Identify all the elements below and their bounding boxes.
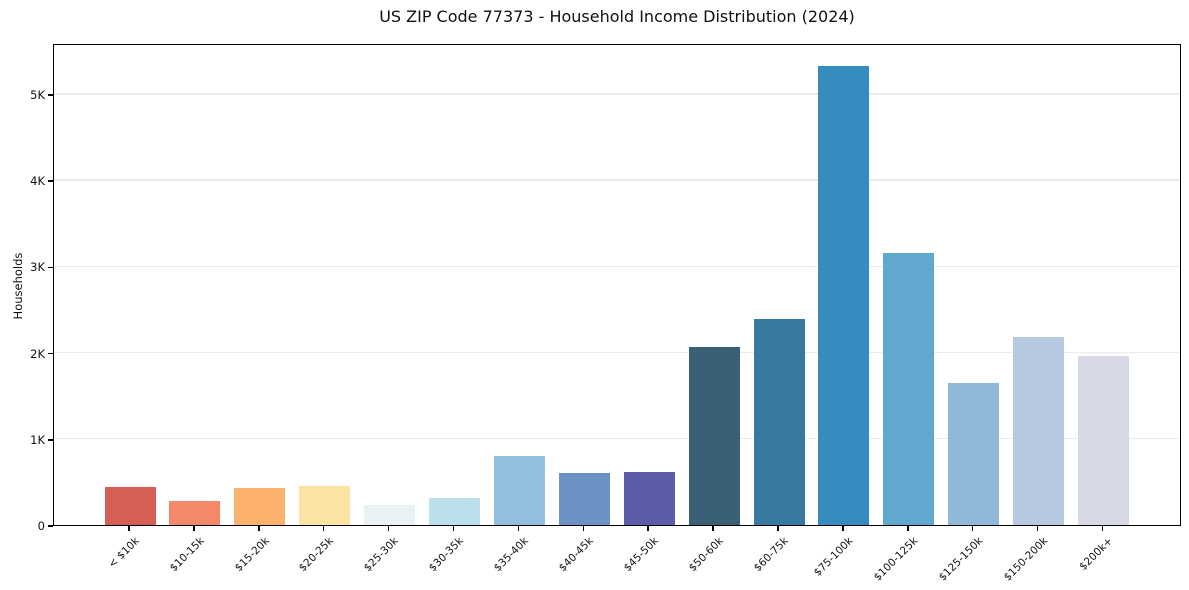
y-tick-mark xyxy=(48,438,53,441)
x-tick-mark xyxy=(582,526,585,531)
y-tick-label: 0 xyxy=(37,519,45,533)
x-tick-mark xyxy=(907,526,909,531)
y-tick-mark xyxy=(48,94,53,96)
bar-$200k+ xyxy=(1078,356,1129,525)
x-tick-mark xyxy=(258,526,260,531)
bar-$75-100k xyxy=(818,66,870,525)
x-tick-label: $45-50k xyxy=(621,535,661,575)
bar-$10-15k xyxy=(169,501,221,525)
x-tick-mark xyxy=(452,526,455,531)
bar-$25-30k xyxy=(364,505,416,525)
bar-$15-20k xyxy=(234,487,286,525)
bar-$40-45k xyxy=(558,473,610,525)
x-tick-mark xyxy=(387,526,390,531)
x-tick-mark xyxy=(193,526,195,531)
x-tick-label: $35-40k xyxy=(491,535,531,575)
x-tick-label: $200k+ xyxy=(1077,535,1115,573)
gridline xyxy=(54,351,1180,354)
bar-$30-35k xyxy=(429,498,480,525)
x-tick-mark xyxy=(128,526,130,531)
bar-$150-200k xyxy=(1013,337,1065,525)
x-tick-label: $75-100k xyxy=(811,535,856,579)
x-tick-label: $25-30k xyxy=(361,535,402,575)
x-tick-mark xyxy=(971,526,974,531)
gridline xyxy=(54,179,1180,181)
bar-$45-50k xyxy=(623,472,675,525)
gridline xyxy=(54,265,1180,268)
bar-$35-40k xyxy=(493,455,545,525)
x-tick-label: $150-200k xyxy=(1001,535,1051,584)
y-tick-label: 3K xyxy=(30,260,45,275)
bar-$125-150k xyxy=(948,382,1000,525)
bar-$50-60k xyxy=(688,347,740,525)
y-tick-mark xyxy=(48,525,53,527)
bar-< $10k xyxy=(104,487,156,525)
x-tick-label: $125-150k xyxy=(936,535,986,584)
x-tick-label: $20-25k xyxy=(297,535,337,575)
y-tick-label: 5K xyxy=(30,87,45,102)
plot-area xyxy=(53,44,1181,526)
x-tick-mark xyxy=(842,526,844,531)
bar-$20-25k xyxy=(299,486,351,525)
bar-$60-75k xyxy=(753,318,805,525)
x-tick-mark xyxy=(777,526,779,531)
x-tick-label: $60-75k xyxy=(751,535,791,575)
x-tick-mark xyxy=(647,526,649,531)
x-tick-mark xyxy=(1101,526,1104,531)
x-tick-mark xyxy=(517,526,520,531)
gridline xyxy=(54,93,1180,95)
x-tick-mark xyxy=(712,526,714,531)
y-tick-label: 4K xyxy=(30,174,45,189)
x-tick-label: $15-20k xyxy=(232,535,272,575)
bar-$100-125k xyxy=(883,253,935,525)
chart-title: US ZIP Code 77373 - Household Income Dis… xyxy=(379,7,855,26)
x-tick-label: $10-15k xyxy=(167,535,207,575)
y-tick-label: 2K xyxy=(30,346,45,361)
gridline xyxy=(54,438,1180,440)
x-tick-mark xyxy=(1036,526,1039,531)
x-tick-label: $30-35k xyxy=(426,535,466,575)
x-tick-label: $40-45k xyxy=(556,535,596,575)
y-tick-label: 1K xyxy=(30,432,45,447)
x-tick-label: $100-125k xyxy=(871,535,921,584)
x-tick-label: < $10k xyxy=(105,535,142,571)
y-tick-mark xyxy=(48,266,53,269)
y-tick-mark xyxy=(48,180,53,182)
x-tick-mark xyxy=(322,526,325,531)
x-tick-label: $50-60k xyxy=(686,535,726,575)
y-axis-label: Households xyxy=(11,252,25,320)
y-tick-mark xyxy=(48,352,53,355)
